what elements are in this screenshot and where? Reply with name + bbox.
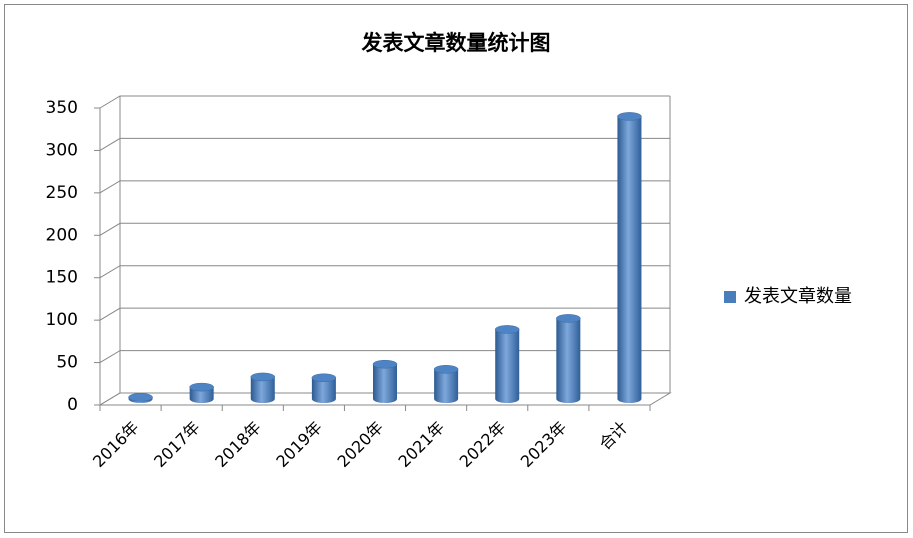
bar [434, 369, 459, 403]
y-tick-label: 0 [67, 395, 78, 415]
y-tick-label: 150 [46, 268, 78, 288]
chart-border [4, 4, 908, 533]
bar-top [372, 359, 398, 369]
legend-label: 发表文章数量 [744, 286, 852, 307]
bar-top [494, 325, 520, 334]
y-tick-label: 250 [46, 183, 78, 203]
bar-top [617, 112, 642, 121]
bar-top [250, 372, 276, 382]
bar [495, 329, 520, 403]
y-tick-label: 200 [46, 225, 78, 245]
grid-line [99, 137, 670, 151]
bar [189, 387, 214, 403]
bar [250, 376, 275, 403]
chart-title: 发表文章数量统计图 [361, 31, 551, 55]
grid-line [99, 222, 670, 236]
bar [373, 364, 397, 403]
bar [556, 318, 581, 403]
y-tick-label: 50 [56, 353, 78, 373]
y-tick-label: 350 [46, 98, 78, 118]
bar-top [128, 393, 153, 402]
grid-line [99, 265, 670, 279]
grid-line [99, 392, 670, 406]
grid-line [99, 95, 670, 109]
grid-line [99, 180, 670, 194]
grid-line [99, 307, 670, 321]
y-tick-label: 100 [46, 310, 78, 330]
bar [311, 377, 336, 403]
bar-top [433, 365, 459, 374]
bar-top [311, 373, 337, 383]
bar [617, 116, 642, 403]
y-tick-label: 300 [46, 140, 78, 160]
grid-line [99, 350, 670, 363]
bar-top [556, 314, 581, 323]
legend-swatch [724, 291, 736, 303]
bar-top [189, 382, 214, 392]
